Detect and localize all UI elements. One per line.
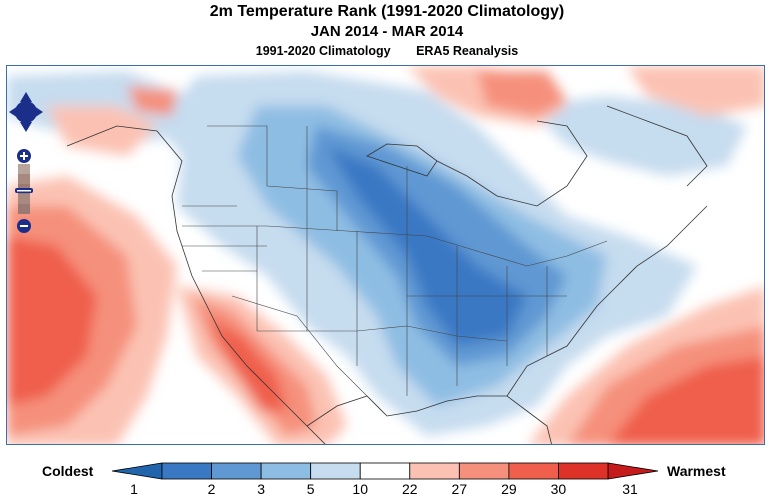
legend-swatch	[458, 462, 510, 480]
color-legend: Coldest Warmest 1 2 3 5 10 22 27 29 30 31	[0, 455, 774, 499]
dataset-label: ERA5 Reanalysis	[416, 44, 519, 58]
map-subtitle: JAN 2014 - MAR 2014	[310, 23, 464, 40]
legend-colorbar	[111, 462, 659, 480]
legend-swatch	[211, 462, 262, 480]
legend-tick-label: 27	[451, 481, 468, 497]
pan-down-icon	[20, 122, 32, 132]
legend-swatch	[359, 462, 411, 480]
legend-tick-label: 22	[401, 481, 418, 497]
legend-warmest-label: Warmest	[667, 463, 726, 479]
legend-tick-label: 5	[306, 481, 315, 497]
zoom-in-button[interactable]	[17, 149, 31, 163]
legend-tick-label: 10	[352, 481, 369, 497]
legend-swatch	[558, 462, 609, 480]
zoom-out-button[interactable]	[17, 219, 31, 233]
rank-shading	[7, 66, 764, 444]
pan-right-icon	[34, 106, 43, 118]
legend-tick-label: 31	[622, 481, 638, 497]
map-title: 2m Temperature Rank (1991-2020 Climatolo…	[209, 3, 565, 20]
map-controls	[9, 92, 43, 233]
coastlines	[66, 105, 708, 444]
legend-swatch	[310, 462, 361, 480]
political-borders	[182, 125, 608, 397]
map-meta: 1991-2020 Climatology ERA5 Reanalysis	[0, 44, 774, 58]
pan-up-icon	[20, 92, 32, 102]
legend-tick-label: 29	[501, 481, 517, 497]
legend-cold-end	[111, 462, 163, 480]
legend-swatch	[161, 462, 212, 480]
zoom-slider[interactable]	[15, 164, 33, 214]
legend-tick-label: 2	[207, 481, 216, 497]
legend-warm-end	[607, 462, 659, 480]
legend-tick-label: 3	[257, 481, 266, 497]
pan-control[interactable]	[9, 92, 43, 132]
legend-swatch	[409, 462, 460, 480]
legend-tick-label: 1	[130, 481, 138, 497]
legend-swatch	[260, 462, 312, 480]
temperature-rank-map[interactable]	[6, 65, 765, 445]
pan-left-icon	[9, 106, 18, 118]
legend-coldest-label: Coldest	[42, 463, 94, 479]
legend-swatch	[508, 462, 559, 480]
legend-tick-label: 30	[550, 481, 567, 497]
map-canvas	[7, 66, 764, 444]
climatology-label: 1991-2020 Climatology	[255, 44, 391, 58]
